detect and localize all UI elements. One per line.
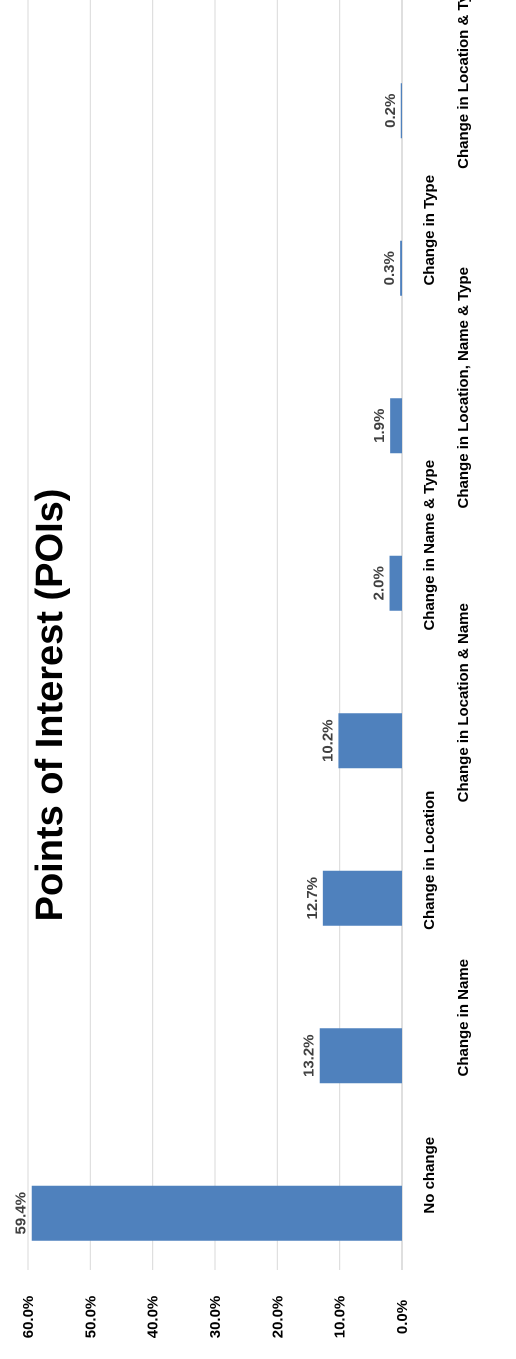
category-label: Change in Location & Type [455,0,472,169]
data-label: 13.2% [301,1034,318,1077]
bar [319,1028,402,1084]
data-label: 1.9% [371,409,388,443]
y-tick-label: 50.0% [82,1296,99,1339]
y-tick-label: 30.0% [207,1296,224,1339]
data-label: 0.2% [382,94,399,128]
data-label: 59.4% [13,1192,30,1235]
y-tick-label: 20.0% [269,1296,286,1339]
bar [390,398,402,454]
bar [400,83,402,139]
gridlines [27,0,403,1270]
data-label: 12.7% [304,877,321,920]
data-label: 10.2% [319,719,336,762]
category-label: No change [421,1137,438,1214]
category-label: Change in Name [455,959,472,1077]
y-tick-label: 60.0% [20,1296,37,1339]
data-label: 2.0% [371,566,388,600]
category-label: Change in Type [421,175,438,286]
chart-title: Points of Interest (POIs) [29,489,71,922]
data-label: 0.3% [381,251,398,285]
bar [338,713,402,769]
y-tick-label: 0.0% [394,1300,411,1334]
y-tick-label: 10.0% [332,1296,349,1339]
category-label: Change in Location & Name [455,603,472,802]
bar [389,555,402,611]
category-label: Change in Location [421,791,438,930]
y-tick-label: 40.0% [145,1296,162,1339]
category-label: Change in Location, Name & Type [455,267,472,508]
bar [400,240,402,296]
bars [31,83,403,1241]
bar [31,1185,403,1241]
category-label: Change in Name & Type [421,460,438,631]
labels: 0.0% 10.0% 20.0% 30.0% 40.0% 50.0% 60.0% 59.4% N… [13,0,472,1338]
bar [322,870,402,926]
